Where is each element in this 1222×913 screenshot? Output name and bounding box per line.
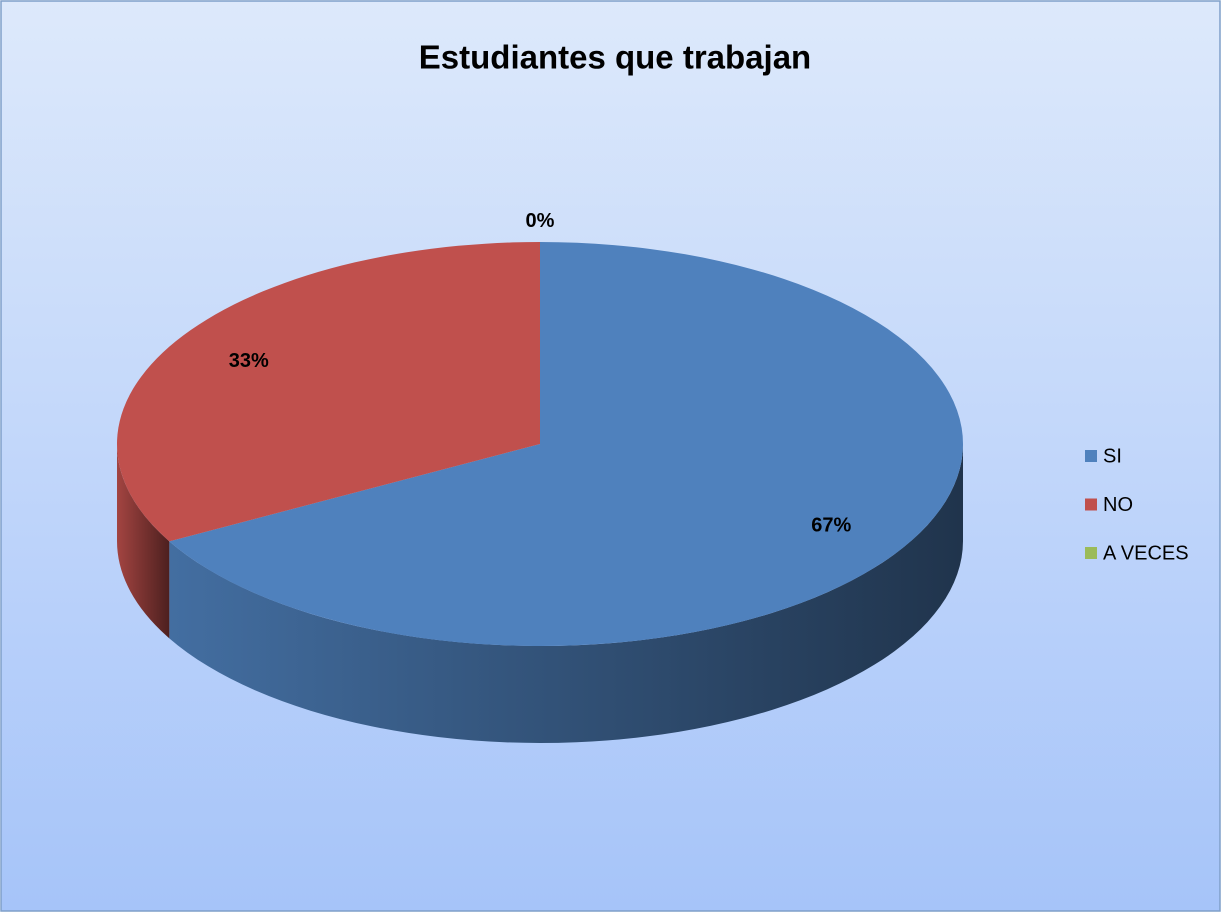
legend-swatch [1085,547,1097,559]
slice-side [117,444,170,639]
data-label: 0% [526,210,555,232]
chart-title: Estudiantes que trabajan [419,39,811,76]
slice [116,242,541,542]
legend-label: SI [1103,445,1122,467]
slice-side [169,444,964,743]
slice [169,242,963,646]
data-label: 33% [229,350,269,372]
legend-swatch [1085,498,1097,511]
data-label: 67% [811,515,851,537]
legend-label: A VECES [1103,542,1189,564]
legend-swatch [1085,450,1097,462]
legend-label: NO [1103,494,1133,516]
